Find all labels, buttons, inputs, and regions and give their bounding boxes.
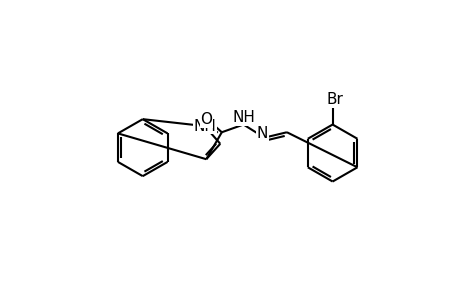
Text: NH: NH xyxy=(193,118,216,134)
Text: Br: Br xyxy=(326,92,342,107)
Text: NH: NH xyxy=(232,110,255,125)
Text: O: O xyxy=(200,112,212,128)
Text: N: N xyxy=(256,126,267,141)
